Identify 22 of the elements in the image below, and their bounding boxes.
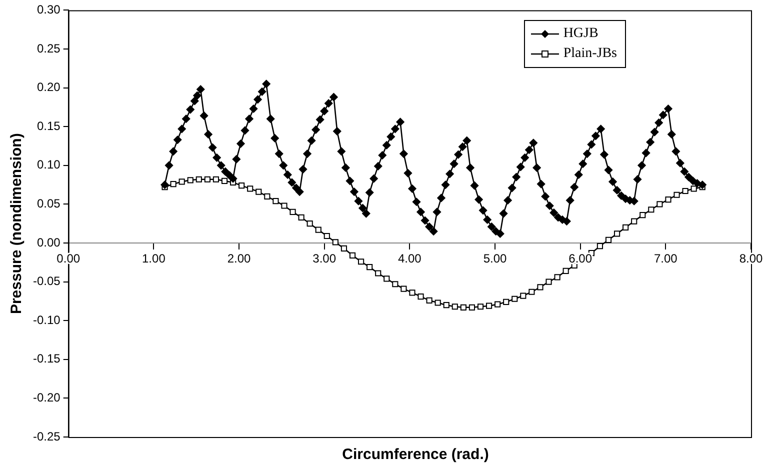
y-tick-label: 0.00 bbox=[36, 235, 61, 250]
y-tick-label: 0.30 bbox=[36, 2, 61, 17]
y-tick-label: 0.25 bbox=[36, 41, 61, 56]
y-tick-label: 0.10 bbox=[36, 158, 61, 172]
y-axis-title: Pressure (nondimension) bbox=[8, 133, 26, 314]
y-tick-label: 0.15 bbox=[36, 118, 61, 133]
x-tick-label: 5.00 bbox=[483, 251, 508, 266]
y-tick-label: -0.25 bbox=[32, 429, 61, 444]
x-axis-title: Circumference (rad.) bbox=[341, 446, 490, 463]
x-tick-label: 3.00 bbox=[312, 251, 336, 266]
legend-label: Plain-JBs bbox=[563, 45, 617, 63]
x-tick-label: 2.00 bbox=[227, 251, 252, 266]
y-tick-label: 0.05 bbox=[36, 196, 61, 211]
y-tick-label: -0.05 bbox=[32, 274, 61, 288]
y-tick-label: -0.15 bbox=[32, 352, 61, 366]
legend-label: HGJB bbox=[563, 25, 598, 43]
x-tick-label: 7.00 bbox=[654, 251, 678, 266]
y-tick-label: 0.20 bbox=[36, 80, 61, 94]
y-tick-label: -0.10 bbox=[32, 312, 61, 327]
x-tick-label: 1.00 bbox=[142, 251, 166, 266]
y-tick-label: -0.20 bbox=[32, 390, 61, 405]
x-tick-label: 4.00 bbox=[398, 251, 422, 266]
